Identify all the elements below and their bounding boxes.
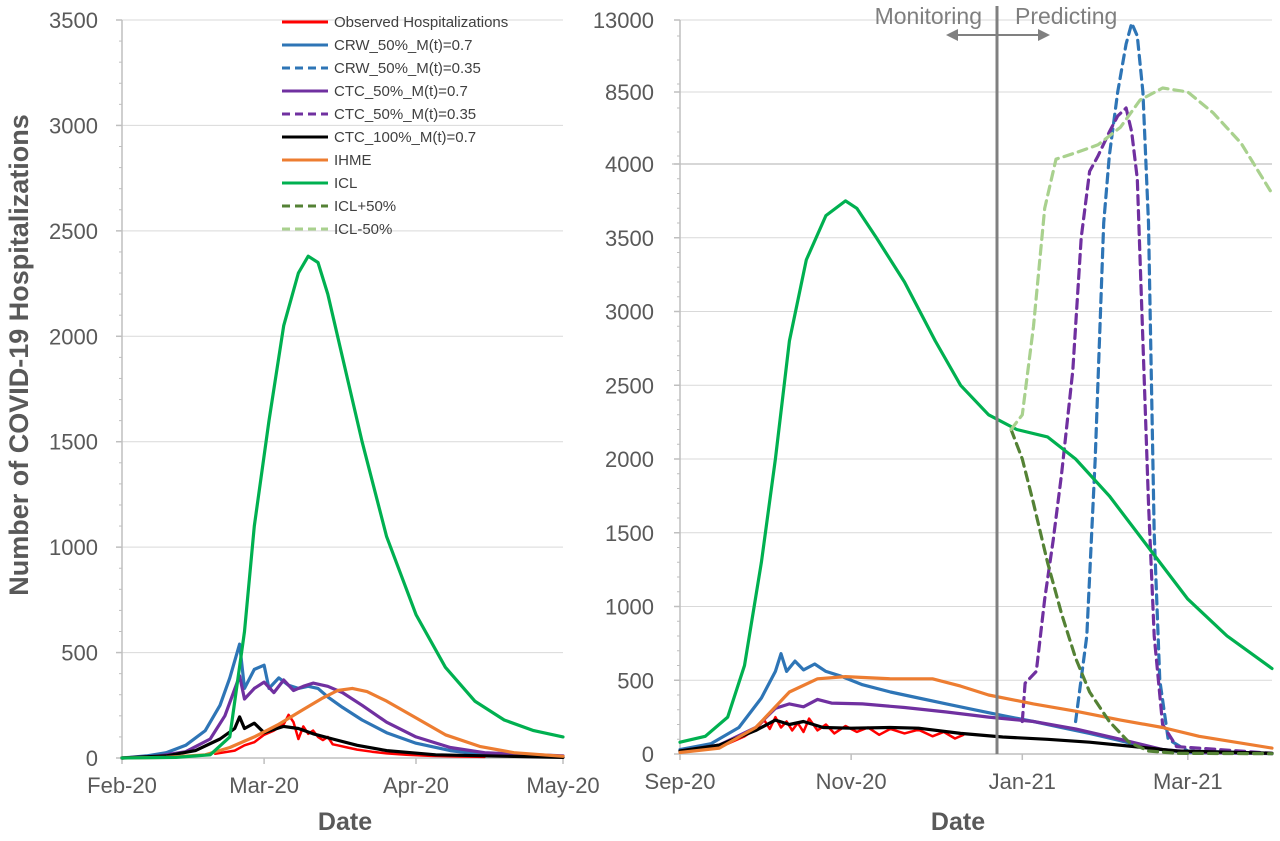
legend-label-ctc-07: CTC_50%_M(t)=0.7 [334, 83, 468, 100]
legend-label-ctc100: CTC_100%_M(t)=0.7 [334, 129, 476, 146]
legend-item-ctc-07: CTC_50%_M(t)=0.7 [282, 83, 468, 100]
legend-label-crw-035: CRW_50%_M(t)=0.35 [334, 60, 481, 77]
right-x-tick-label: Sep-20 [645, 769, 716, 794]
right-series-icl [678, 199, 1274, 744]
right-y-tick-label: 500 [617, 668, 654, 693]
legend-item-ctc100: CTC_100%_M(t)=0.7 [282, 129, 476, 146]
legend-item-ihme: IHME [282, 152, 372, 169]
monitoring-divider: Monitoring Predicting [875, 3, 1117, 754]
right-x-tick-label: Mar-21 [1153, 769, 1223, 794]
right-series-crw-50-m-t-0-7 [678, 652, 1274, 756]
right-y-tick-label: 4000 [605, 152, 654, 177]
right-y-tick-label: 1000 [605, 595, 654, 620]
left-y-tick-label: 1500 [49, 430, 98, 455]
monitoring-label: Monitoring [875, 3, 982, 29]
left-y-tick-label: 0 [86, 746, 98, 771]
left-x-tick-label: Apr-20 [383, 773, 449, 798]
legend-item-crw-035: CRW_50%_M(t)=0.35 [282, 60, 481, 77]
legend-label-crw-07: CRW_50%_M(t)=0.7 [334, 37, 473, 54]
left-y-tick-label: 2500 [49, 219, 98, 244]
right-series-icl-50 [1009, 427, 1274, 756]
left-series-icl [120, 254, 565, 760]
right-x-axis-title: Date [931, 808, 985, 836]
arrow-right-head [1038, 29, 1050, 41]
right-series-icl-50 [1009, 86, 1274, 432]
left-y-tick-label: 3000 [49, 113, 98, 138]
right-series-crw-50-m-t-0-35 [1074, 21, 1274, 755]
legend-item-icl-plus: ICL+50% [282, 198, 396, 215]
left-x-tick-label: Mar-20 [229, 773, 299, 798]
left-series-lines [120, 254, 565, 760]
left-x-axis-title: Date [318, 808, 372, 836]
right-x-tick-label: Jan-21 [989, 769, 1056, 794]
legend-label-icl-plus: ICL+50% [334, 198, 396, 215]
legend-label-icl-minus: ICL-50% [334, 221, 392, 238]
legend-item-icl-minus: ICL-50% [282, 221, 392, 238]
right-series-ihme [678, 675, 1274, 755]
right-y-tick-label: 2500 [605, 373, 654, 398]
legend-item-ctc-035: CTC_50%_M(t)=0.35 [282, 106, 476, 123]
arrow-left-head [946, 29, 958, 41]
legend-item-crw-07: CRW_50%_M(t)=0.7 [282, 37, 473, 54]
left-y-tick-label: 500 [61, 641, 98, 666]
right-y-tick-label: 3000 [605, 300, 654, 325]
left-series-crw-50-m-t-0-7 [120, 642, 565, 760]
legend-label-ihme: IHME [334, 152, 372, 169]
legend-label-observed: Observed Hospitalizations [334, 14, 508, 31]
legend-item-icl: ICL [282, 175, 357, 192]
legend: Observed Hospitalizations CRW_50%_M(t)=0… [282, 14, 508, 238]
right-y-tick-label: 0 [642, 742, 654, 767]
right-gridlines [674, 19, 1272, 760]
right-y-tick-label: 2000 [605, 447, 654, 472]
right-tick-labels: 0 500 1000 1500 2000 2500 3000 3500 4000 8500 1300… [593, 8, 1223, 794]
right-series-ctc-100-m-t-0-7 [678, 718, 1274, 755]
predicting-label: Predicting [1015, 3, 1117, 29]
legend-label-icl: ICL [334, 175, 357, 192]
right-y-tick-label: 1500 [605, 521, 654, 546]
right-series-lines [678, 21, 1274, 756]
left-x-tick-label: May-20 [526, 773, 599, 798]
legend-item-observed: Observed Hospitalizations [282, 14, 508, 31]
legend-label-ctc-035: CTC_50%_M(t)=0.35 [334, 106, 476, 123]
right-y-tick-label: 3500 [605, 226, 654, 251]
left-x-tick-label: Feb-20 [87, 773, 157, 798]
right-y-tick-label: 13000 [593, 8, 654, 33]
right-y-tick-label: 8500 [605, 80, 654, 105]
right-x-tick-label: Nov-20 [816, 769, 887, 794]
left-y-tick-label: 2000 [49, 324, 98, 349]
left-y-axis-title: Number of COVID-19 Hospitalizations [4, 114, 34, 596]
left-y-tick-label: 1000 [49, 535, 98, 560]
left-y-tick-label: 3500 [49, 8, 98, 33]
left-series-ihme [120, 686, 565, 760]
left-series-ctc-50-m-t-0-7 [120, 674, 565, 760]
left-tick-labels: 0 500 1000 1500 2000 2500 3000 3500 Feb-20 Mar-20… [49, 8, 600, 798]
right-series-ctc-50-m-t-0-35 [1020, 106, 1274, 755]
